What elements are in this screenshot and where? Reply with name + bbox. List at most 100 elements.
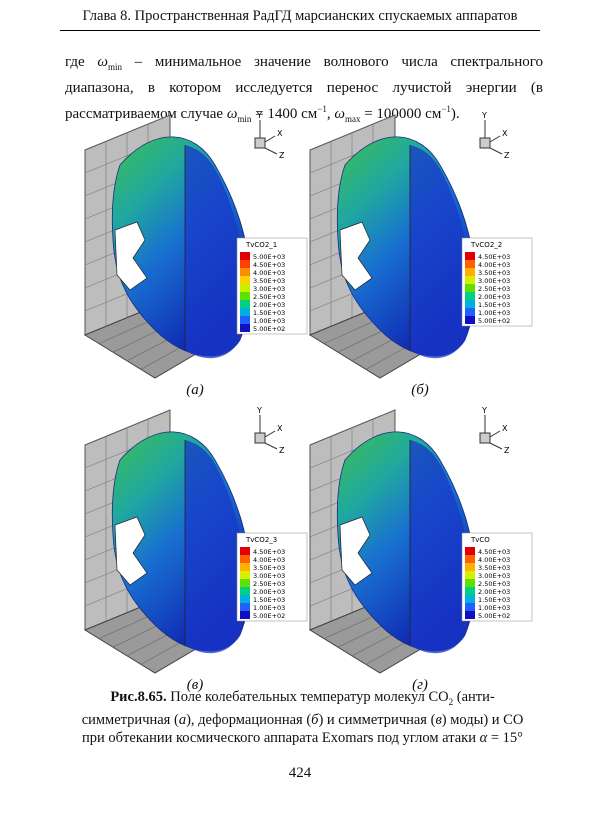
- legend-level: 5.00E+02: [253, 325, 285, 333]
- page-number: 424: [288, 765, 312, 781]
- axis-label: Z: [279, 151, 285, 160]
- legend-swatch: [465, 579, 475, 587]
- legend-level: 1.50E+03: [478, 596, 510, 604]
- text: где: [65, 54, 98, 70]
- symbol: ω: [226, 106, 238, 122]
- flow-field-right: [410, 440, 472, 654]
- figure-panel: Y X Z TvCO2_3 4.50E+03 4.00E+03 3.50E+03 3.00E+…: [75, 405, 315, 705]
- legend-swatch: [465, 555, 475, 563]
- legend-swatch: [240, 252, 250, 260]
- axis-label: Y: [256, 111, 262, 120]
- triad-box: [479, 137, 491, 149]
- legend-swatch: [240, 308, 250, 316]
- legend-level: 5.00E+03: [253, 253, 285, 261]
- text: ), деформационная (: [186, 711, 312, 728]
- axis-label: Z: [504, 446, 510, 455]
- legend-level: 1.00E+03: [253, 317, 285, 325]
- legend-level: 3.50E+03: [478, 269, 510, 277]
- caption: Рис.8.65. Поле колебательных температур …: [75, 688, 530, 747]
- panel-label: (а): [186, 382, 204, 398]
- legend-level: 1.00E+03: [253, 604, 285, 612]
- figure-number: Рис.8.65.: [110, 689, 167, 705]
- plot-image: YXZTvCO4.50E+034.00E+033.50E+033.00E+032…: [308, 406, 533, 674]
- legend-level: 2.00E+03: [478, 588, 510, 596]
- legend-level: 5.00E+02: [478, 612, 510, 620]
- legend-swatch: [465, 284, 475, 292]
- plot-image: Y X Z TvCO2_2 4.50E+034.00E+033.50E+033.00E+…: [308, 111, 533, 379]
- flow-field-right: [185, 145, 247, 359]
- legend-level: 3.00E+03: [253, 572, 285, 580]
- axis-label: X: [277, 424, 283, 433]
- legend-level: 4.00E+03: [478, 261, 510, 269]
- legend-swatch: [240, 284, 250, 292]
- subscript: 2: [448, 696, 454, 707]
- legend-swatch: [240, 300, 250, 308]
- triad-axis: [489, 442, 503, 450]
- text: – минимальное значение волнового числа с…: [65, 54, 544, 122]
- legend-level: 2.50E+03: [253, 293, 285, 301]
- legend-title: TvCO2_2: [470, 241, 502, 249]
- subscript: max: [344, 114, 361, 124]
- text: = 100000 см: [360, 106, 442, 122]
- plot-image: Y X Z TvCO2_1 5.00E+034.50E+034.00E+033.50E+…: [83, 111, 308, 379]
- body-cutout: [339, 221, 373, 291]
- symbol: ω: [334, 106, 345, 122]
- legend-level: 4.50E+03: [253, 548, 285, 556]
- legend-swatch: [465, 603, 475, 611]
- triad-box: [254, 137, 266, 149]
- legend-swatch: [465, 571, 475, 579]
- legend-level: 2.50E+03: [253, 580, 285, 588]
- legend-swatch: [240, 603, 250, 611]
- text: а: [178, 711, 187, 728]
- legend-swatch: [465, 563, 475, 571]
- triad-box: [254, 432, 266, 444]
- legend-swatch: [465, 595, 475, 603]
- legend-level: 1.50E+03: [253, 596, 285, 604]
- legend-level: 1.00E+03: [478, 604, 510, 612]
- legend-title: TvCO2_1: [245, 241, 277, 249]
- panel-label: (б): [411, 382, 429, 398]
- legend-swatch: [465, 587, 475, 595]
- legend-swatch: [240, 611, 250, 619]
- legend-level: 2.50E+03: [478, 285, 510, 293]
- legend-title: TvCO: [470, 536, 490, 544]
- axis-label: Z: [504, 151, 510, 160]
- axis-label: X: [502, 424, 508, 433]
- axis-triad: Y X Z: [479, 406, 510, 455]
- text: ) моды) и CO при обтекании космического …: [82, 711, 524, 746]
- text: (анти-симметричная (: [81, 689, 495, 728]
- plot-image: Y X Z TvCO2_3 4.50E+034.00E+033.50E+033.00E+…: [83, 406, 308, 674]
- legend-level: 4.50E+03: [253, 261, 285, 269]
- text: Поле колебательных температур молекул CO: [166, 689, 449, 705]
- legend-swatch: [240, 571, 250, 579]
- axis-label: X: [502, 129, 508, 138]
- text: ,: [326, 106, 335, 122]
- legend-swatch: [465, 547, 475, 555]
- legend-level: 4.50E+03: [478, 253, 510, 261]
- axis-triad: Y X Z: [479, 111, 510, 160]
- legend-level: 3.50E+03: [253, 277, 285, 285]
- running-header: Глава 8. Пространственная РадГД марсианс…: [60, 8, 540, 31]
- text: ) и симметричная (: [318, 711, 436, 728]
- axis-triad: Y X Z: [254, 406, 285, 455]
- legend-level: 2.00E+03: [253, 301, 285, 309]
- axis-label: Y: [481, 406, 487, 415]
- legend-title: TvCO2_3: [245, 536, 277, 544]
- legend-level: 1.50E+03: [478, 301, 510, 309]
- legend-level: 4.00E+03: [253, 269, 285, 277]
- symbol: α: [479, 729, 488, 746]
- axis-triad: Y X Z: [254, 111, 285, 160]
- legend-swatch: [465, 268, 475, 276]
- legend-swatch: [465, 611, 475, 619]
- legend-swatch: [240, 563, 250, 571]
- legend-level: 2.00E+03: [253, 588, 285, 596]
- text: = 1400 см: [251, 106, 318, 122]
- legend-swatch: [240, 547, 250, 555]
- panel-label: (г): [412, 677, 428, 693]
- axis-label: X: [277, 129, 283, 138]
- legend-level: 3.00E+03: [478, 277, 510, 285]
- axis-label: Z: [279, 446, 285, 455]
- legend-swatch: [240, 260, 250, 268]
- legend-level: 3.50E+03: [478, 564, 510, 572]
